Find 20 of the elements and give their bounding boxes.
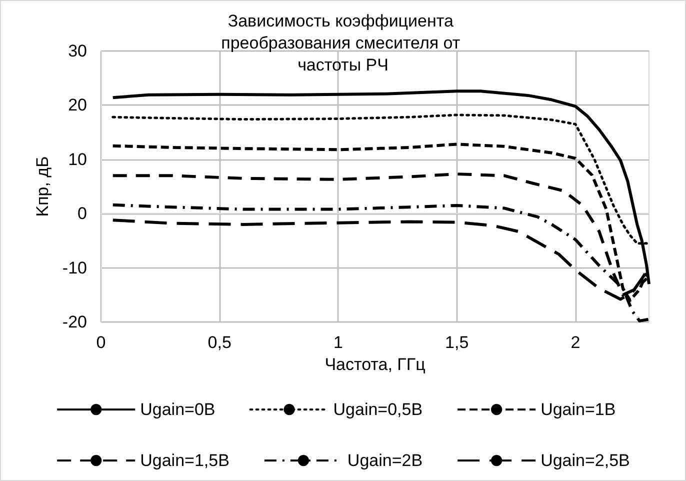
legend-label: Ugain=0,5В: [333, 400, 423, 419]
y-tick-label: -20: [62, 312, 87, 332]
x-tick-label: 0: [96, 333, 106, 352]
legend-label: Ugain=0В: [140, 400, 216, 419]
chart-title: Зависимость коэффициента преобразования смесителя от частоты РЧ: [221, 12, 465, 74]
legend-label: Ugain=1В: [540, 400, 616, 419]
y-tick-label: 20: [68, 96, 87, 115]
y-tick-label: 0: [78, 204, 87, 224]
legend-label: Ugain=2,5В: [540, 451, 630, 470]
legend-label: Ugain=2В: [347, 451, 423, 470]
x-tick-label: 1,5: [445, 333, 469, 352]
x-tick-label: 0,5: [208, 333, 232, 352]
x-tick-label: 2: [570, 333, 580, 352]
y-tick-label: 10: [68, 150, 87, 169]
x-tick-label: 1: [333, 333, 343, 352]
legend-label: Ugain=1,5В: [140, 451, 230, 470]
y-axis-title: Kпр, дБ: [33, 156, 52, 217]
y-tick-label: -10: [62, 258, 87, 278]
x-axis-title: Частота, ГГц: [324, 354, 426, 374]
y-tick-label: 30: [68, 42, 87, 60]
